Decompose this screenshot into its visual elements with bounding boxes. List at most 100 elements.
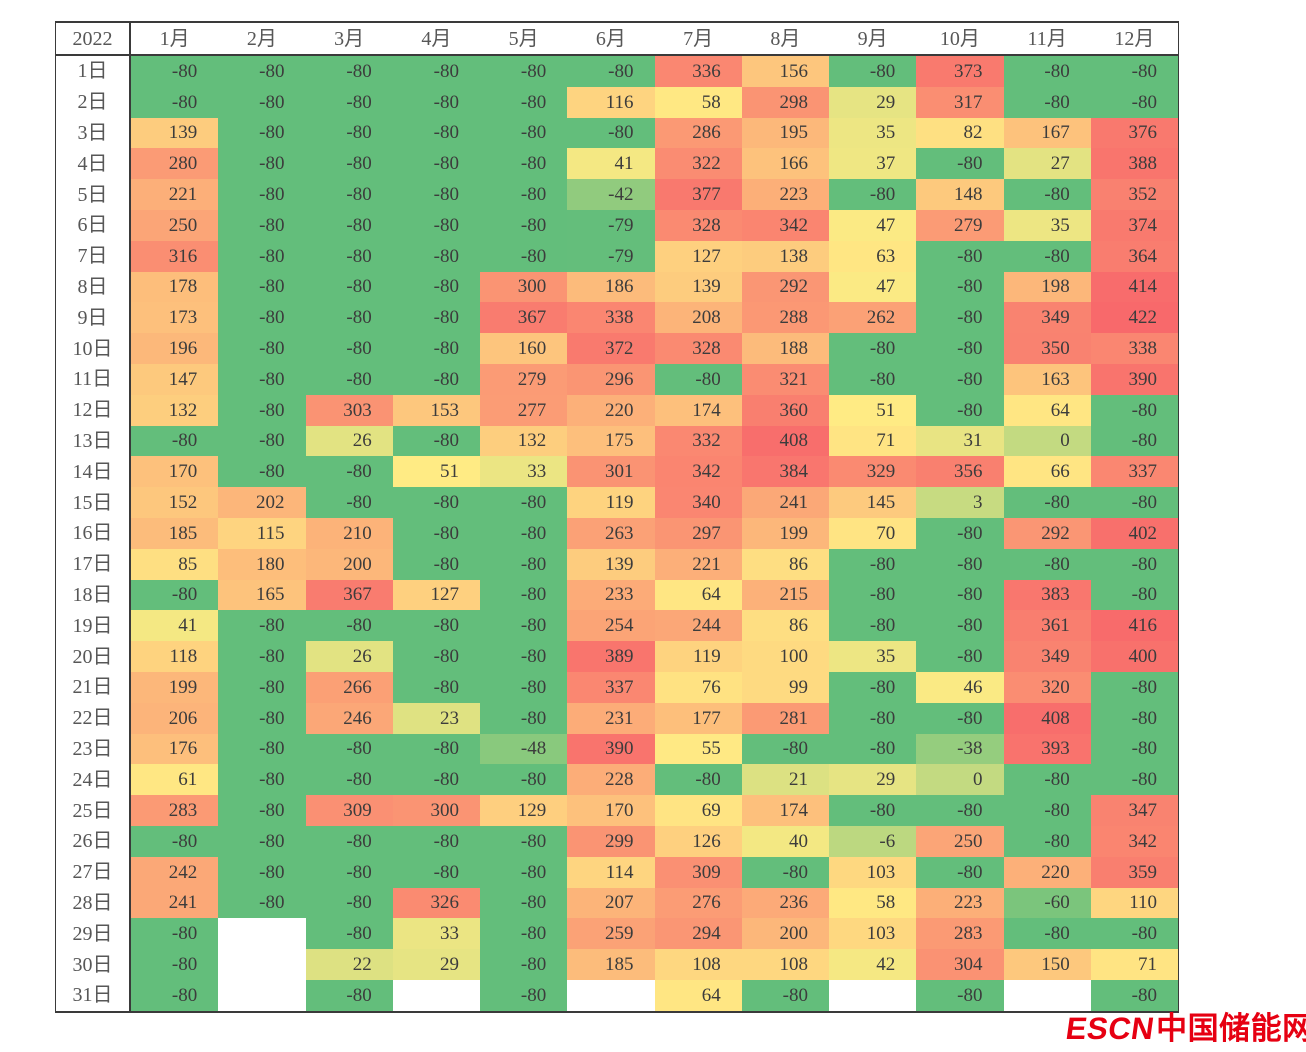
heatmap-cell: -80 xyxy=(480,979,568,1011)
heatmap-cell: 69 xyxy=(654,795,742,826)
heatmap-cell: 236 xyxy=(741,887,829,919)
row-header-day-29: 29日 xyxy=(56,918,131,950)
heatmap-cell: -80 xyxy=(1090,425,1178,457)
heatmap-cell: 374 xyxy=(1090,209,1178,241)
heatmap-cell: 99 xyxy=(741,671,829,703)
heatmap-cell: 58 xyxy=(829,887,917,919)
heatmap-cell: -80 xyxy=(480,610,568,642)
heatmap-cell: 332 xyxy=(654,425,742,457)
heatmap-cell: -80 xyxy=(1090,702,1178,734)
heatmap-cell: -80 xyxy=(305,733,393,765)
watermark-escn-logo: ESCN xyxy=(1063,1011,1157,1046)
heatmap-cell: 372 xyxy=(567,333,655,364)
heatmap-cell: 186 xyxy=(567,271,655,303)
heatmap-cell: -80 xyxy=(1003,487,1091,518)
row-header-day-5: 5日 xyxy=(56,179,131,210)
row-header-day-20: 20日 xyxy=(56,641,131,672)
heatmap-cell: 338 xyxy=(1090,333,1178,364)
heatmap-cell: -80 xyxy=(1090,86,1178,118)
heatmap-cell: 300 xyxy=(392,795,480,826)
heatmap-cell: -80 xyxy=(392,487,480,518)
heatmap-cell: -80 xyxy=(218,641,306,672)
heatmap-cell: -80 xyxy=(1003,240,1091,272)
heatmap-cell: -80 xyxy=(305,856,393,888)
heatmap-cell: 304 xyxy=(916,949,1004,980)
heatmap-cell: 132 xyxy=(480,425,568,457)
heatmap-cell: 63 xyxy=(829,240,917,272)
heatmap-cell: 280 xyxy=(131,148,219,180)
row-header-day-16: 16日 xyxy=(56,517,131,549)
heatmap-cell: -80 xyxy=(567,117,655,149)
row-header-day-18: 18日 xyxy=(56,579,131,611)
heatmap-cell: 231 xyxy=(567,702,655,734)
heatmap-cell: -80 xyxy=(480,487,568,518)
heatmap-cell: -80 xyxy=(131,979,219,1011)
heatmap-cell: -80 xyxy=(392,641,480,672)
heatmap-cell: 383 xyxy=(1003,579,1091,611)
heatmap-cell: 163 xyxy=(1003,363,1091,395)
heatmap-cell: -80 xyxy=(305,271,393,303)
heatmap-cell: -80 xyxy=(218,117,306,149)
row-header-day-23: 23日 xyxy=(56,733,131,765)
heatmap-cell: -80 xyxy=(916,979,1004,1011)
heatmap-cell: -80 xyxy=(829,179,917,210)
empty-cell xyxy=(218,918,306,950)
empty-cell xyxy=(567,979,655,1011)
heatmap-cell: 328 xyxy=(654,209,742,241)
heatmap-cell: 266 xyxy=(305,671,393,703)
row-header-day-28: 28日 xyxy=(56,887,131,919)
heatmap-cell: 200 xyxy=(305,548,393,580)
heatmap-cell: -80 xyxy=(392,148,480,180)
heatmap-cell: 283 xyxy=(916,918,1004,950)
heatmap-cell: 180 xyxy=(218,548,306,580)
row-header-day-4: 4日 xyxy=(56,148,131,180)
heatmap-cell: -80 xyxy=(480,702,568,734)
heatmap-cell: -80 xyxy=(480,641,568,672)
heatmap-cell: 66 xyxy=(1003,456,1091,488)
heatmap-cell: 199 xyxy=(131,671,219,703)
heatmap-cell: 0 xyxy=(916,764,1004,796)
heatmap-cell: 388 xyxy=(1090,148,1178,180)
heatmap-cell: -80 xyxy=(305,179,393,210)
heatmap-cell: 100 xyxy=(741,641,829,672)
heatmap-cell: -80 xyxy=(480,179,568,210)
row-header-day-3: 3日 xyxy=(56,117,131,149)
heatmap-cell: 0 xyxy=(1003,425,1091,457)
heatmap-cell: 177 xyxy=(654,702,742,734)
heatmap-cell: -80 xyxy=(305,117,393,149)
heatmap-cell: -80 xyxy=(305,979,393,1011)
heatmap-cell: -80 xyxy=(131,86,219,118)
heatmap-cell: 37 xyxy=(829,148,917,180)
heatmap-cell: -80 xyxy=(829,548,917,580)
heatmap-cell: -80 xyxy=(480,825,568,857)
heatmap-cell: 103 xyxy=(829,918,917,950)
heatmap-cell: -80 xyxy=(305,56,393,87)
heatmap-cell: -80 xyxy=(305,148,393,180)
heatmap-cell: 61 xyxy=(131,764,219,796)
row-header-day-9: 9日 xyxy=(56,302,131,334)
heatmap-cell: -80 xyxy=(218,148,306,180)
heatmap-cell: -80 xyxy=(392,271,480,303)
heatmap-cell: 208 xyxy=(654,302,742,334)
heatmap-cell: -80 xyxy=(480,148,568,180)
heatmap-cell: -80 xyxy=(131,425,219,457)
row-header-day-31: 31日 xyxy=(56,979,131,1011)
heatmap-cell: 115 xyxy=(218,517,306,549)
heatmap-cell: -80 xyxy=(654,764,742,796)
heatmap-cell: -80 xyxy=(218,271,306,303)
heatmap-cell: -80 xyxy=(131,825,219,857)
heatmap-cell: 156 xyxy=(741,56,829,87)
heatmap-cell: -80 xyxy=(392,240,480,272)
heatmap-cell: 233 xyxy=(567,579,655,611)
heatmap-cell: 86 xyxy=(741,610,829,642)
heatmap-cell: 188 xyxy=(741,333,829,364)
heatmap-cell: 337 xyxy=(1090,456,1178,488)
heatmap-cell: -80 xyxy=(480,949,568,980)
heatmap-cell: 377 xyxy=(654,179,742,210)
heatmap-cell: 340 xyxy=(654,487,742,518)
heatmap-cell: 35 xyxy=(829,641,917,672)
heatmap-cell: 165 xyxy=(218,579,306,611)
heatmap-cell: 108 xyxy=(654,949,742,980)
heatmap-cell: -80 xyxy=(218,86,306,118)
heatmap-cell: -80 xyxy=(218,887,306,919)
